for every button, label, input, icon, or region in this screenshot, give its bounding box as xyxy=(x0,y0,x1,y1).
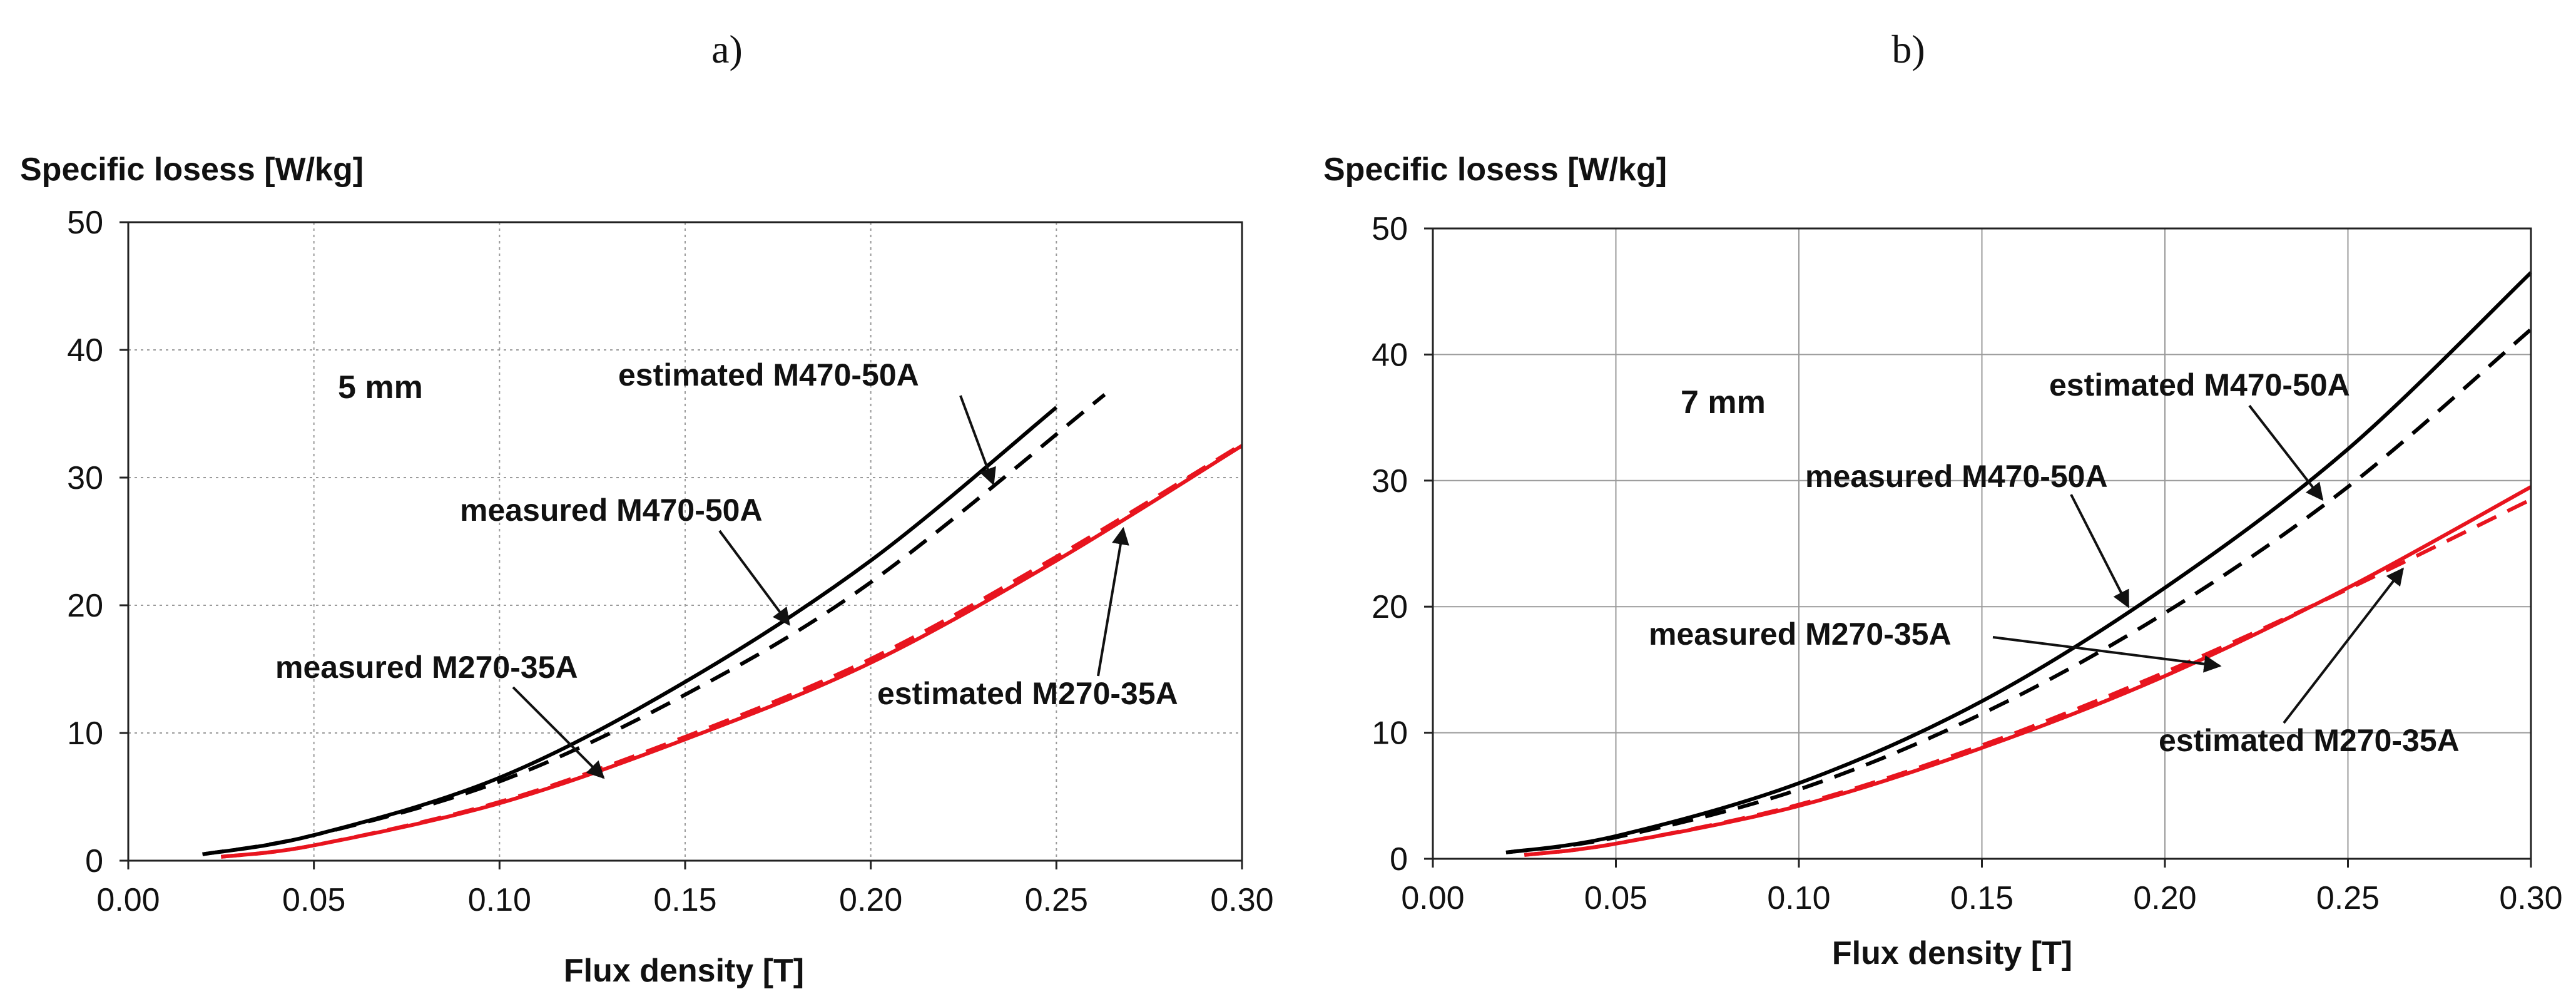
x-tick-label: 0.25 xyxy=(2316,880,2380,916)
y-tick-label: 10 xyxy=(1372,715,1408,752)
series-b xyxy=(1505,271,2533,857)
grid-b xyxy=(1433,228,2531,859)
x-tick-label: 0.10 xyxy=(468,882,531,918)
y-axis-label-a: Specific losess [W/kg] xyxy=(20,151,364,188)
series-line-estimated-m470-50a xyxy=(202,393,1106,856)
x-tick-label: 0.30 xyxy=(2499,880,2562,916)
plot-frame-a xyxy=(127,221,1243,862)
series-a xyxy=(202,393,1243,859)
y-tick-label: 50 xyxy=(1372,211,1408,247)
x-tick-label: 0.20 xyxy=(839,882,902,918)
y-tick-label: 10 xyxy=(67,715,103,752)
callout-estimated-m470-b: estimated M470-50A xyxy=(2049,367,2350,402)
callout-measured-m270-a: measured M270-35A xyxy=(275,650,578,685)
series-line-measured-m270-35a xyxy=(220,444,1243,859)
y-tick-label: 20 xyxy=(67,588,103,624)
series-line-estimated-m470-50a xyxy=(1505,327,2532,854)
series-line-measured-m470-50a xyxy=(1505,271,2533,854)
grid-a xyxy=(128,222,1242,861)
y-tick-label: 50 xyxy=(67,205,103,241)
x-axis-label-b: Flux density [T] xyxy=(1832,935,2072,971)
x-tick-label: 0.15 xyxy=(653,882,716,918)
callout-estimated-m470-a: estimated M470-50A xyxy=(618,357,919,392)
y-tick-label: 30 xyxy=(67,460,103,496)
x-tick-label: 0.30 xyxy=(1210,882,1273,918)
callout-arrow xyxy=(512,686,605,779)
callout-arrow xyxy=(2070,494,2130,608)
chart-panel-a: a) Specific losess [W/kg] Flux density [… xyxy=(20,27,1274,989)
callout-measured-m270-b: measured M270-35A xyxy=(1649,617,1952,652)
x-tick-label: 0.20 xyxy=(2133,880,2196,916)
x-tick-label: 0.00 xyxy=(1401,880,1464,916)
plot-frame-b xyxy=(1432,227,2532,860)
callout-arrow xyxy=(1992,636,2222,673)
callout-arrow xyxy=(2248,404,2324,501)
callout-arrows-a xyxy=(512,395,1129,779)
x-tick-label: 0.15 xyxy=(1950,880,2013,916)
series-line-estimated-m270-35a xyxy=(1524,498,2532,857)
callout-arrow xyxy=(718,530,790,626)
callout-arrow xyxy=(2283,567,2404,724)
series-line-measured-m270-35a xyxy=(1524,485,2532,857)
callout-measured-m470-a: measured M470-50A xyxy=(460,493,763,528)
chart-panel-b: b) Specific losess [W/kg] Flux density [… xyxy=(1323,27,2563,971)
thickness-annotation-b: 7 mm xyxy=(1681,384,1766,421)
callout-estimated-m270-a: estimated M270-35A xyxy=(877,676,1178,711)
callout-arrows-b xyxy=(1992,404,2404,724)
callout-arrow xyxy=(959,395,996,486)
x-axis-label-a: Flux density [T] xyxy=(564,953,804,989)
y-tick-label: 40 xyxy=(67,332,103,369)
callout-estimated-m270-b: estimated M270-35A xyxy=(2159,723,2460,758)
y-axis-label-b: Specific losess [W/kg] xyxy=(1323,151,1667,188)
y-tick-label: 30 xyxy=(1372,463,1408,500)
y-tick-label: 0 xyxy=(1390,841,1408,878)
ticks-a: 0.00 0.05 0.10 0.15 0.20 0.25 0.30 0 10 20 30 40 50 xyxy=(67,205,1273,918)
x-tick-label: 0.25 xyxy=(1025,882,1088,918)
x-tick-label: 0.05 xyxy=(1584,880,1647,916)
x-tick-label: 0.10 xyxy=(1767,880,1830,916)
y-tick-label: 40 xyxy=(1372,337,1408,373)
panel-label-b: b) xyxy=(1891,27,1925,71)
y-tick-label: 0 xyxy=(85,843,103,879)
series-line-estimated-m270-35a xyxy=(220,443,1243,859)
ticks-b: 0.00 0.05 0.10 0.15 0.20 0.25 0.30 0 10 20 30 40 50 xyxy=(1372,211,2562,916)
y-tick-label: 20 xyxy=(1372,589,1408,625)
x-tick-label: 0.00 xyxy=(96,882,160,918)
x-tick-label: 0.05 xyxy=(282,882,345,918)
callout-measured-m470-b: measured M470-50A xyxy=(1805,459,2108,494)
thickness-annotation-a: 5 mm xyxy=(338,369,423,406)
callout-arrow xyxy=(1097,526,1129,677)
panel-label-a: a) xyxy=(711,27,743,71)
